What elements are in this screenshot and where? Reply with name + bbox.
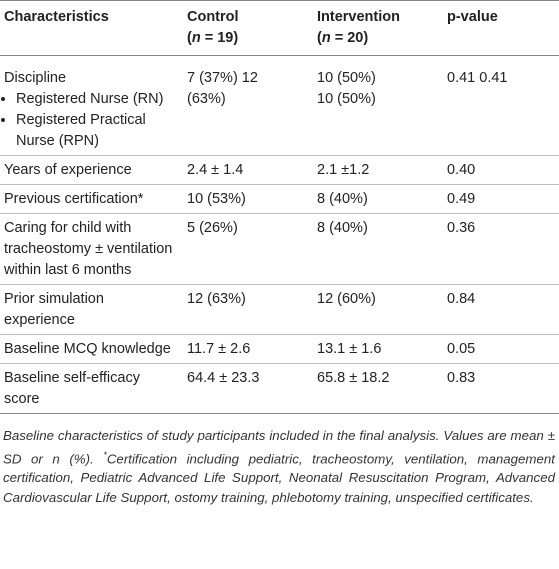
cell-text: 0.40 [447, 162, 476, 178]
row-label: Baseline MCQ knowledge [4, 341, 171, 357]
cell-text: 0.49 [447, 191, 476, 207]
table-body: Discipline Registered Nurse (RN)Registere… [0, 56, 559, 414]
subtitle-part: n [321, 30, 331, 46]
table-note: Baseline characteristics of study partic… [3, 426, 555, 507]
value-cell: 13.1 ± 1.6 [313, 335, 443, 364]
cell-text: 8 (40%) [317, 191, 368, 207]
row-item: Registered Nurse (RN) [16, 89, 177, 110]
table-header: Characteristics Control (n = 19) Interventi… [0, 0, 559, 56]
value-cell: 8 (40%) [313, 214, 443, 285]
cell-text: 0.84 [447, 291, 476, 307]
note-mark: * [103, 449, 107, 460]
header-cell: Intervention (n = 20) [313, 1, 443, 56]
value-cell: 0.41 0.41 [443, 56, 559, 156]
row-item: Registered Practical Nurse (RPN) [16, 110, 177, 152]
cell-text: 8 (40%) [317, 220, 368, 236]
subtitle-part: n [191, 30, 201, 46]
cell-text: 12 (63%) [187, 291, 246, 307]
value-cell: 10 (50%) 10 (50%) [313, 56, 443, 156]
row-label-cell: Baseline MCQ knowledge [0, 335, 183, 364]
cell-text: 65.8 ± 18.2 [317, 370, 390, 386]
header-subtitle: (n = 19) [187, 28, 307, 49]
row-items: Registered Nurse (RN)Registered Practica… [4, 89, 177, 152]
row-label: Discipline [4, 70, 67, 86]
cell-text: 0.05 [447, 341, 476, 357]
table-row: Caring for child with tracheostomy ± ven… [0, 214, 559, 285]
note-text: Baseline characteristics of study partic… [3, 428, 555, 466]
cell-text: 0.36 [447, 220, 476, 236]
note-detail: Certification including pediatric, trach… [3, 450, 555, 505]
value-cell: 2.1 ±1.2 [313, 156, 443, 185]
table-row: Previous certification* 10 (53%) 8 (40%) 0.… [0, 185, 559, 214]
header-title: Intervention [317, 9, 400, 25]
cell-text: 64.4 ± 23.3 [187, 370, 260, 386]
value-cell: 64.4 ± 23.3 [183, 364, 313, 414]
value-cell: 11.7 ± 2.6 [183, 335, 313, 364]
table-row: Discipline Registered Nurse (RN)Registere… [0, 56, 559, 156]
header-title: Control [187, 9, 239, 25]
row-label: Caring for child with tracheostomy ± ven… [4, 220, 173, 278]
cell-text: 10 (53%) [187, 191, 246, 207]
row-label: Prior simulation experience [4, 291, 104, 328]
value-cell: 7 (37%) 12 (63%) [183, 56, 313, 156]
header-subtitle: (n = 20) [317, 28, 437, 49]
cell-text: 11.7 ± 2.6 [187, 341, 251, 357]
subtitle-part: = 19) [200, 30, 239, 46]
value-cell: 10 (53%) [183, 185, 313, 214]
header-cell: Control (n = 19) [183, 1, 313, 56]
header-cell: p-value [443, 1, 559, 56]
subtitle-part: = 20) [330, 30, 369, 46]
value-cell: 2.4 ± 1.4 [183, 156, 313, 185]
cell-text: 0.83 [447, 370, 476, 386]
value-cell: 5 (26%) [183, 214, 313, 285]
value-cell: 0.05 [443, 335, 559, 364]
value-cell: 12 (63%) [183, 285, 313, 335]
row-label-cell: Previous certification* [0, 185, 183, 214]
row-label: Previous certification* [4, 191, 144, 207]
cell-text: 2.1 ±1.2 [317, 162, 370, 178]
value-cell: 65.8 ± 18.2 [313, 364, 443, 414]
table: Characteristics Control (n = 19) Interventi… [0, 0, 559, 414]
row-label-cell: Caring for child with tracheostomy ± ven… [0, 214, 183, 285]
header-title: p-value [447, 9, 498, 25]
value-cell: 0.36 [443, 214, 559, 285]
cell-text: 12 (60%) [317, 291, 376, 307]
value-cell: 0.84 [443, 285, 559, 335]
value-cell: 0.49 [443, 185, 559, 214]
header-cell: Characteristics [0, 1, 183, 56]
row-label-cell: Years of experience [0, 156, 183, 185]
value-cell: 12 (60%) [313, 285, 443, 335]
cell-text: 13.1 ± 1.6 [317, 341, 382, 357]
row-label-cell: Discipline Registered Nurse (RN)Registere… [0, 56, 183, 156]
cell-text: 7 (37%) 12 (63%) [187, 70, 258, 107]
value-cell: 0.83 [443, 364, 559, 414]
value-cell: 0.40 [443, 156, 559, 185]
table-row: Baseline MCQ knowledge 11.7 ± 2.6 13.1 ± 1… [0, 335, 559, 364]
cell-text: 0.41 0.41 [447, 70, 508, 86]
cell-text: 10 (50%) [317, 70, 376, 86]
cell-text: 10 (50%) [317, 91, 376, 107]
subtitle-part: ( [317, 30, 322, 46]
row-label: Years of experience [4, 162, 132, 178]
value-cell: 8 (40%) [313, 185, 443, 214]
table-row: Prior simulation experience 12 (63%) 12 (6… [0, 285, 559, 335]
header-row: Characteristics Control (n = 19) Interventi… [0, 0, 559, 56]
table-row: Baseline self-efficacy score 64.4 ± 23.3 6… [0, 364, 559, 414]
row-label-cell: Baseline self-efficacy score [0, 364, 183, 414]
table-row: Years of experience 2.4 ± 1.4 2.1 ±1.2 0.40 [0, 156, 559, 185]
subtitle-part: ( [187, 30, 192, 46]
cell-text: 5 (26%) [187, 220, 238, 236]
cell-text: 2.4 ± 1.4 [187, 162, 244, 178]
row-label: Baseline self-efficacy score [4, 370, 140, 407]
row-label-cell: Prior simulation experience [0, 285, 183, 335]
header-title: Characteristics [4, 9, 109, 25]
